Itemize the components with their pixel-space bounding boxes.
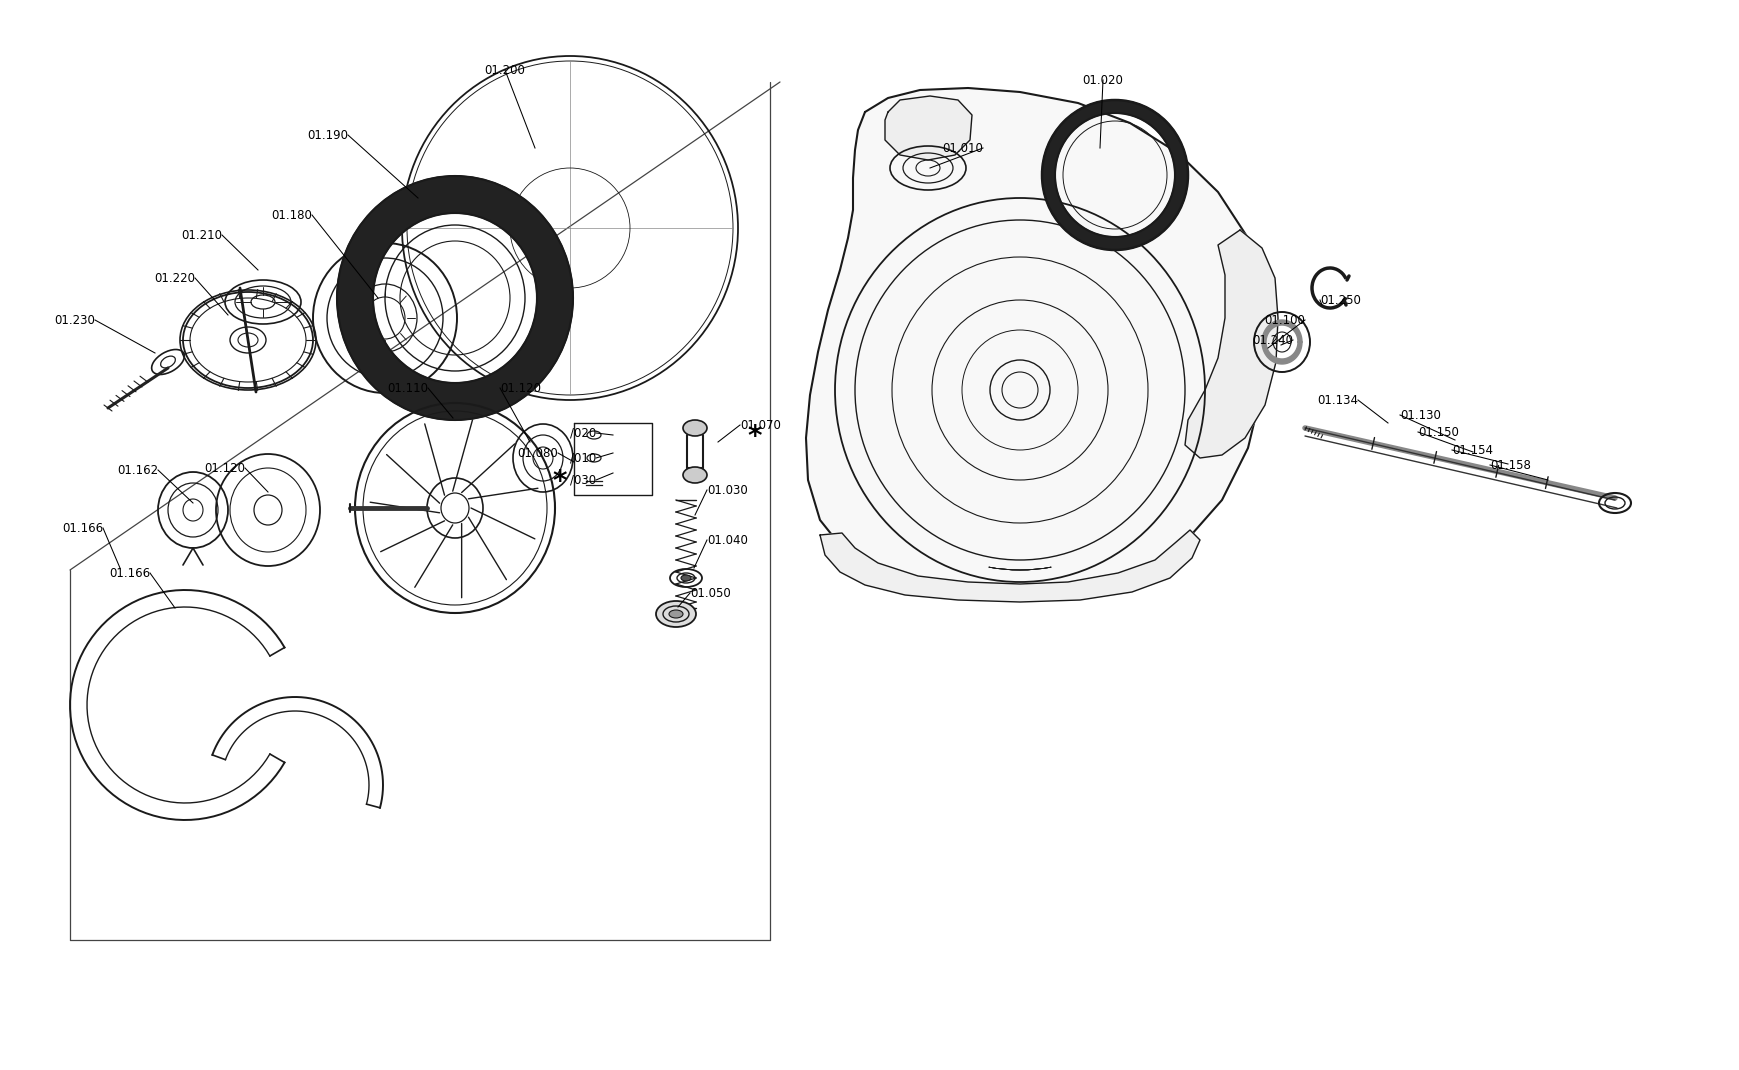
Text: 01.210: 01.210 — [181, 229, 223, 242]
Polygon shape — [819, 530, 1200, 602]
Text: 01.166: 01.166 — [110, 566, 150, 580]
Ellipse shape — [683, 467, 706, 483]
Polygon shape — [1042, 100, 1188, 250]
Text: 01.070: 01.070 — [739, 418, 781, 431]
Text: 01.158: 01.158 — [1489, 459, 1530, 472]
Text: 01.110: 01.110 — [386, 382, 428, 395]
Text: 01.120: 01.120 — [203, 461, 245, 474]
Text: 01.080: 01.080 — [516, 446, 558, 459]
Text: 01.220: 01.220 — [155, 272, 195, 285]
Text: 01.190: 01.190 — [306, 128, 348, 141]
Text: /020: /020 — [569, 427, 596, 440]
Text: 01.150: 01.150 — [1417, 426, 1457, 439]
Polygon shape — [337, 175, 572, 421]
Text: 01.010: 01.010 — [941, 141, 983, 154]
Ellipse shape — [680, 575, 690, 581]
Text: 01.020: 01.020 — [1082, 74, 1123, 87]
Text: /010: /010 — [569, 452, 596, 464]
Text: 01.154: 01.154 — [1450, 443, 1492, 457]
Text: 01.240: 01.240 — [1252, 334, 1292, 347]
Text: *: * — [553, 468, 567, 496]
Text: 01.130: 01.130 — [1400, 409, 1440, 422]
Text: 01.200: 01.200 — [483, 63, 525, 76]
Text: 01.030: 01.030 — [706, 484, 748, 496]
Text: 01.166: 01.166 — [63, 521, 103, 535]
Text: 01.250: 01.250 — [1320, 293, 1360, 306]
Ellipse shape — [668, 610, 683, 618]
Text: 01.134: 01.134 — [1316, 394, 1356, 407]
Text: 01.040: 01.040 — [706, 534, 748, 547]
Polygon shape — [885, 96, 972, 160]
Text: 01.230: 01.230 — [54, 314, 96, 326]
Text: 01.120: 01.120 — [499, 382, 541, 395]
Ellipse shape — [656, 601, 696, 627]
Text: 01.162: 01.162 — [117, 463, 158, 476]
Text: *: * — [748, 423, 762, 450]
Polygon shape — [805, 88, 1268, 598]
Ellipse shape — [683, 421, 706, 435]
Polygon shape — [1261, 320, 1301, 364]
Text: 01.180: 01.180 — [271, 209, 311, 221]
Polygon shape — [1184, 230, 1276, 458]
Text: 01.100: 01.100 — [1264, 314, 1304, 326]
Text: 01.050: 01.050 — [690, 586, 730, 599]
Text: /030: /030 — [570, 474, 596, 487]
